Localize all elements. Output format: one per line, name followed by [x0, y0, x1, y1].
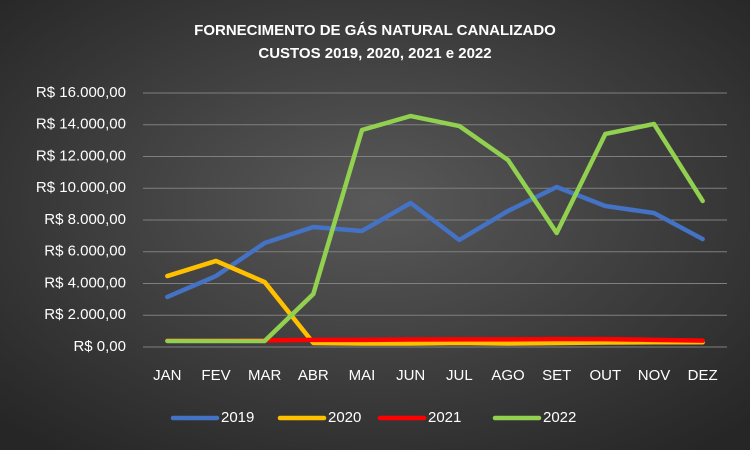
- series-line: [165, 258, 705, 346]
- y-tick-label: R$ 0,00: [73, 338, 126, 355]
- legend-label: 2020: [328, 409, 361, 426]
- y-tick-label: R$ 16.000,00: [36, 84, 126, 101]
- chart-subtitle: CUSTOS 2019, 2020, 2021 e 2022: [258, 45, 491, 62]
- y-tick-label: R$ 8.000,00: [44, 211, 126, 228]
- x-tick-label: JUL: [446, 367, 473, 384]
- x-tick-label: ABR: [298, 367, 329, 384]
- x-tick-label: NOV: [638, 367, 671, 384]
- x-tick-label: OUT: [589, 367, 621, 384]
- x-tick-label: JAN: [153, 367, 181, 384]
- legend-label: 2022: [543, 409, 576, 426]
- series-line: [165, 113, 705, 344]
- y-tick-label: R$ 6.000,00: [44, 243, 126, 260]
- y-tick-label: R$ 4.000,00: [44, 274, 126, 291]
- x-tick-label: SET: [542, 367, 571, 384]
- series-line: [165, 184, 705, 300]
- y-tick-label: R$ 14.000,00: [36, 116, 126, 133]
- x-tick-label: MAI: [349, 367, 376, 384]
- y-tick-label: R$ 2.000,00: [44, 306, 126, 323]
- y-tick-label: R$ 10.000,00: [36, 179, 126, 196]
- x-tick-label: FEV: [201, 367, 230, 384]
- y-tick-label: R$ 12.000,00: [36, 147, 126, 164]
- x-tick-label: AGO: [491, 367, 524, 384]
- legend-label: 2019: [221, 409, 254, 426]
- x-tick-label: MAR: [248, 367, 282, 384]
- legend-label: 2021: [428, 409, 461, 426]
- chart-title: FORNECIMENTO DE GÁS NATURAL CANALIZADO: [194, 22, 556, 39]
- x-tick-label: JUN: [396, 367, 425, 384]
- x-tick-label: DEZ: [688, 367, 718, 384]
